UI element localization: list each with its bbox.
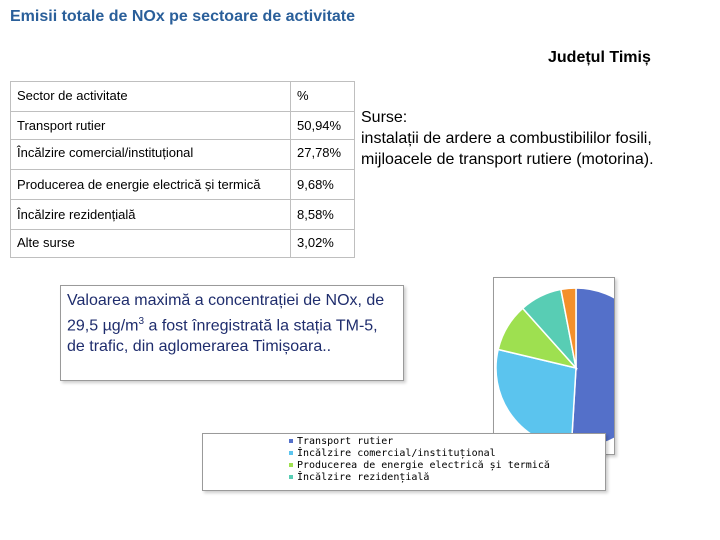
- legend-item: Încălzire rezidențială: [289, 472, 550, 484]
- table-row: Alte surse 3,02%: [10, 229, 355, 258]
- sector-name: Producerea de energie electrică și termi…: [10, 169, 291, 200]
- sector-name: Alte surse: [10, 229, 291, 258]
- sector-name: Transport rutier: [10, 111, 291, 140]
- table-header-row: Sector de activitate %: [10, 81, 355, 112]
- info-text-before: Valoarea maximă a concentrației de NOx, …: [67, 292, 385, 335]
- legend-item: Transport rutier: [289, 436, 550, 448]
- legend-swatch: [289, 451, 293, 455]
- info-text-after: a fost înregistrată la stația TM-5, de t…: [67, 317, 378, 356]
- sector-percent: 8,58%: [290, 199, 355, 230]
- chart-legend: Transport rutier Încălzire comercial/inst…: [202, 433, 606, 491]
- page-subtitle: Județul Timiș: [548, 49, 651, 66]
- sector-table: Sector de activitate % Transport rutier …: [10, 81, 355, 258]
- legend-swatch: [289, 463, 293, 467]
- table-row: Producerea de energie electrică și termi…: [10, 169, 355, 200]
- pie-slice-1: [570, 287, 614, 449]
- sector-name: Încălzire rezidențială: [10, 199, 291, 230]
- table-row: Transport rutier 50,94%: [10, 111, 355, 140]
- pie-chart: [495, 287, 614, 449]
- pie-slice-5: [560, 287, 577, 369]
- header-sector: Sector de activitate: [10, 81, 291, 112]
- sources-line-1: instalații de ardere a combustibililor f…: [361, 130, 652, 147]
- info-superscript: 3: [138, 316, 145, 327]
- table-row: Încălzire comercial/instituțional 27,78%: [10, 139, 355, 170]
- page-title: Emisii totale de NOx pe sectoare de acti…: [10, 8, 356, 25]
- sources-line-2: mijloacele de transport rutiere (motorin…: [361, 151, 654, 168]
- legend-item: Producerea de energie electrică și termi…: [289, 460, 550, 472]
- legend-item: Încălzire comercial/instituțional: [289, 448, 550, 460]
- header-percent: %: [290, 81, 355, 112]
- legend-label: Transport rutier: [297, 436, 394, 447]
- sector-percent: 50,94%: [290, 111, 355, 140]
- sector-name: Încălzire comercial/instituțional: [10, 139, 291, 170]
- max-concentration-note: Valoarea maximă a concentrației de NOx, …: [60, 285, 404, 381]
- legend-label: Încălzire rezidențială: [297, 472, 430, 483]
- sector-percent: 27,78%: [290, 139, 355, 170]
- legend-label: Încălzire comercial/instituțional: [297, 448, 496, 459]
- legend-swatch: [289, 439, 293, 443]
- legend-label: Producerea de energie electrică și termi…: [297, 460, 550, 471]
- sector-percent: 9,68%: [290, 169, 355, 200]
- sector-percent: 3,02%: [290, 229, 355, 258]
- pie-chart-panel: [493, 277, 615, 455]
- table-row: Încălzire rezidențială 8,58%: [10, 199, 355, 230]
- sources-note: Surse: instalații de ardere a combustibi…: [361, 107, 654, 170]
- legend-swatch: [289, 475, 293, 479]
- sources-label: Surse:: [361, 109, 408, 126]
- legend-list: Transport rutier Încălzire comercial/inst…: [289, 436, 550, 484]
